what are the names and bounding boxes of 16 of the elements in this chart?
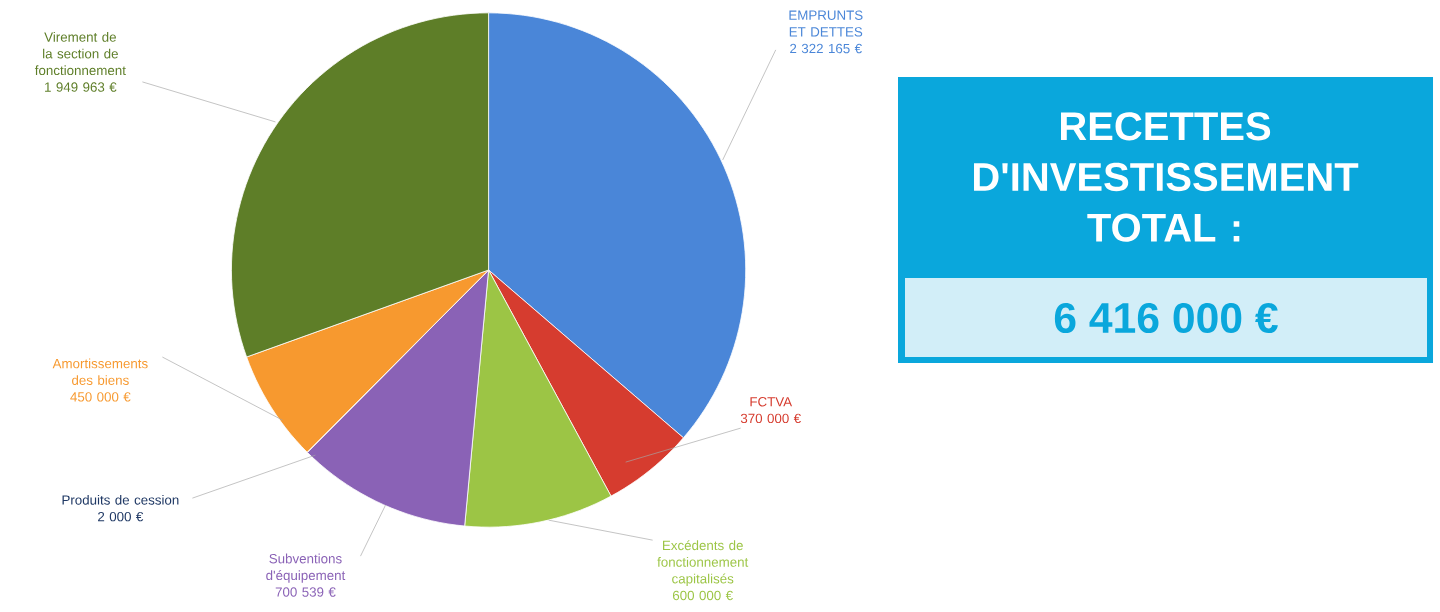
slice-label: Excédents de fonctionnement capitalisés xyxy=(657,540,749,587)
slice-label: Subventions d'équipement xyxy=(266,553,346,583)
text: RECETTES D'INVESTISSEMENT TOTAL : xyxy=(974,112,1359,242)
slice-label: Amortissements des biens xyxy=(52,358,148,385)
data-label: 1 949 963 € xyxy=(45,82,117,92)
data-label: 450 000 € xyxy=(70,392,131,402)
data-label: 700 539 € xyxy=(275,587,336,597)
slice-label: EMPRUNTS ET DETTES xyxy=(789,10,863,37)
data-label: 2 000 € xyxy=(98,511,144,522)
slice-label: Virement de la section de fonctionnement xyxy=(34,32,126,76)
slice-label: Produits de cession xyxy=(62,494,179,505)
slice-label: FCTVA xyxy=(750,397,793,407)
data-label: 2 322 165 € xyxy=(790,43,862,54)
data-label: 370 000 € xyxy=(740,413,801,424)
data-label: 600 000 € xyxy=(672,590,733,601)
text: 6 416 000 € xyxy=(1054,302,1278,334)
